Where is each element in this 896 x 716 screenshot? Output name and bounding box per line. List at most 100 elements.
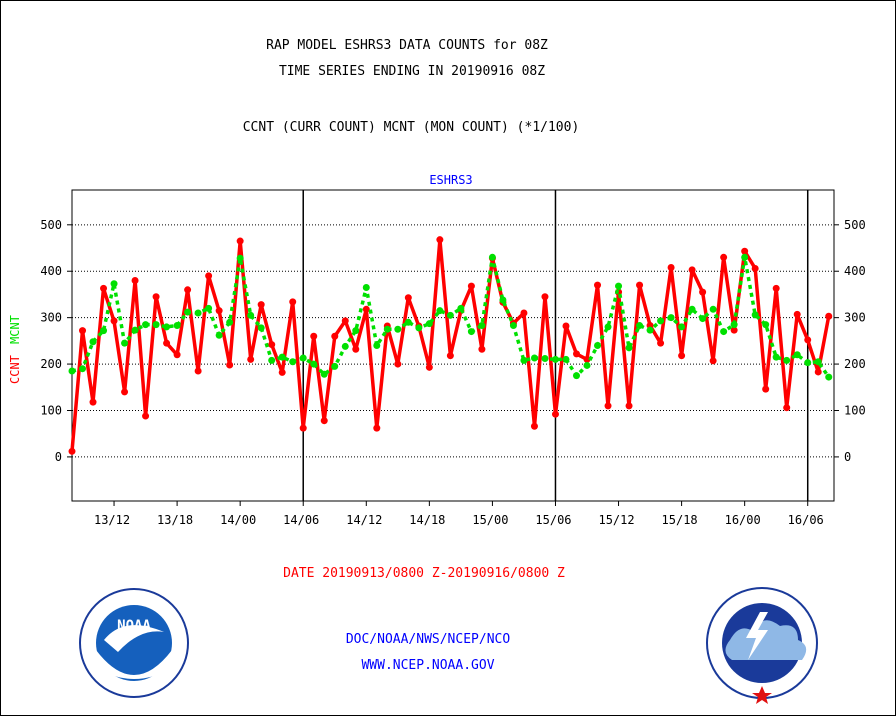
ccnt-point-19: [268, 341, 276, 349]
mcnt-point-32: [404, 318, 412, 326]
mcnt-point-43: [520, 356, 528, 364]
mcnt-point-52: [615, 282, 623, 290]
ccnt-point-29: [373, 424, 381, 432]
mcnt-point-26: [341, 342, 349, 350]
ccnt-point-8: [152, 293, 160, 301]
mcnt-point-6: [131, 326, 139, 334]
ytick-label-left-1: 100: [40, 403, 62, 417]
ccnt-point-72: [825, 312, 833, 320]
mcnt-point-9: [163, 323, 171, 331]
mcnt-point-20: [278, 353, 286, 361]
ccnt-point-43: [520, 309, 528, 317]
mcnt-point-59: [688, 305, 696, 313]
ccnt-point-56: [657, 339, 665, 347]
ccnt-point-0: [68, 447, 76, 455]
y-axis-label: CCNT MCNT: [8, 315, 22, 384]
xtick-label-9: 15/18: [662, 513, 698, 527]
noaa-logo-text: NOAA: [117, 618, 151, 634]
ccnt-point-20: [278, 368, 286, 376]
mcnt-point-63: [730, 321, 738, 329]
mcnt-point-41: [499, 296, 507, 304]
mcnt-point-5: [121, 339, 129, 347]
ccnt-point-38: [467, 282, 475, 290]
mcnt-point-12: [194, 309, 202, 317]
mcnt-point-49: [583, 361, 591, 369]
mcnt-point-62: [720, 328, 728, 336]
mcnt-point-2: [89, 338, 97, 346]
mcnt-point-71: [814, 358, 822, 366]
mcnt-point-64: [741, 253, 749, 261]
ytick-label-right-3: 300: [844, 311, 866, 325]
mcnt-point-16: [236, 254, 244, 262]
mcnt-point-13: [205, 304, 213, 312]
ccnt-point-45: [541, 293, 549, 301]
mcnt-point-30: [383, 325, 391, 333]
ccnt-point-1: [79, 327, 87, 335]
mcnt-point-37: [457, 304, 465, 312]
ccnt-point-24: [320, 417, 328, 425]
ccnt-point-58: [678, 352, 686, 360]
ccnt-point-67: [772, 284, 780, 292]
xtick-label-7: 15/06: [535, 513, 571, 527]
plot-area-border: [71, 189, 835, 502]
mcnt-point-10: [173, 322, 181, 330]
website-text: WWW.NCEP.NOAA.GOV: [361, 658, 495, 673]
mcnt-point-14: [215, 331, 223, 339]
mcnt-point-65: [751, 311, 759, 319]
xtick-label-8: 15/12: [598, 513, 634, 527]
mcnt-point-61: [709, 305, 717, 313]
ccnt-point-21: [289, 298, 297, 306]
ytick-label-left-4: 400: [40, 264, 62, 278]
ccnt-point-4: [110, 317, 118, 325]
mcnt-point-17: [247, 311, 255, 319]
ccnt-point-44: [530, 422, 538, 430]
mcnt-point-58: [678, 323, 686, 331]
ccnt-point-46: [551, 410, 559, 418]
ccnt-point-9: [163, 339, 171, 347]
y-label-ccnt: CCNT: [8, 355, 22, 384]
xtick-label-11: 16/06: [788, 513, 824, 527]
ccnt-point-31: [394, 360, 402, 368]
ytick-label-left-0: 0: [55, 450, 62, 464]
mcnt-point-54: [636, 322, 644, 330]
ccnt-point-49: [583, 355, 591, 363]
mcnt-point-22: [299, 354, 307, 362]
mcnt-point-66: [762, 321, 770, 329]
mcnt-point-35: [436, 307, 444, 315]
mcnt-point-25: [331, 362, 339, 370]
mcnt-point-55: [646, 326, 654, 334]
ccnt-point-16: [236, 237, 244, 245]
ytick-label-right-1: 100: [844, 403, 866, 417]
xtick-label-6: 15/00: [472, 513, 508, 527]
ccnt-point-25: [331, 332, 339, 340]
mcnt-point-33: [415, 324, 423, 332]
ccnt-point-14: [215, 307, 223, 315]
ccnt-point-11: [184, 286, 192, 294]
mcnt-point-48: [572, 372, 580, 380]
ccnt-point-6: [131, 277, 139, 285]
ccnt-point-23: [310, 332, 318, 340]
mcnt-point-72: [825, 373, 833, 381]
ccnt-point-62: [720, 253, 728, 261]
mcnt-point-60: [699, 315, 707, 323]
mcnt-point-28: [362, 283, 370, 291]
mcnt-point-51: [604, 323, 612, 331]
mcnt-point-3: [100, 327, 108, 335]
ccnt-point-60: [699, 288, 707, 296]
mcnt-point-24: [320, 370, 328, 378]
ccnt-point-69: [793, 310, 801, 318]
mcnt-point-47: [562, 355, 570, 363]
ccnt-point-51: [604, 402, 612, 410]
ccnt-point-71: [814, 368, 822, 376]
xtick-label-1: 13/18: [157, 513, 193, 527]
mcnt-point-53: [625, 344, 633, 352]
ccnt-point-34: [425, 363, 433, 371]
nws-logo: [706, 587, 818, 704]
mcnt-point-68: [783, 356, 791, 364]
mcnt-point-0: [68, 367, 76, 375]
mcnt-point-56: [657, 317, 665, 325]
ccnt-point-70: [804, 336, 812, 344]
ytick-label-right-2: 200: [844, 357, 866, 371]
mcnt-point-8: [152, 321, 160, 329]
